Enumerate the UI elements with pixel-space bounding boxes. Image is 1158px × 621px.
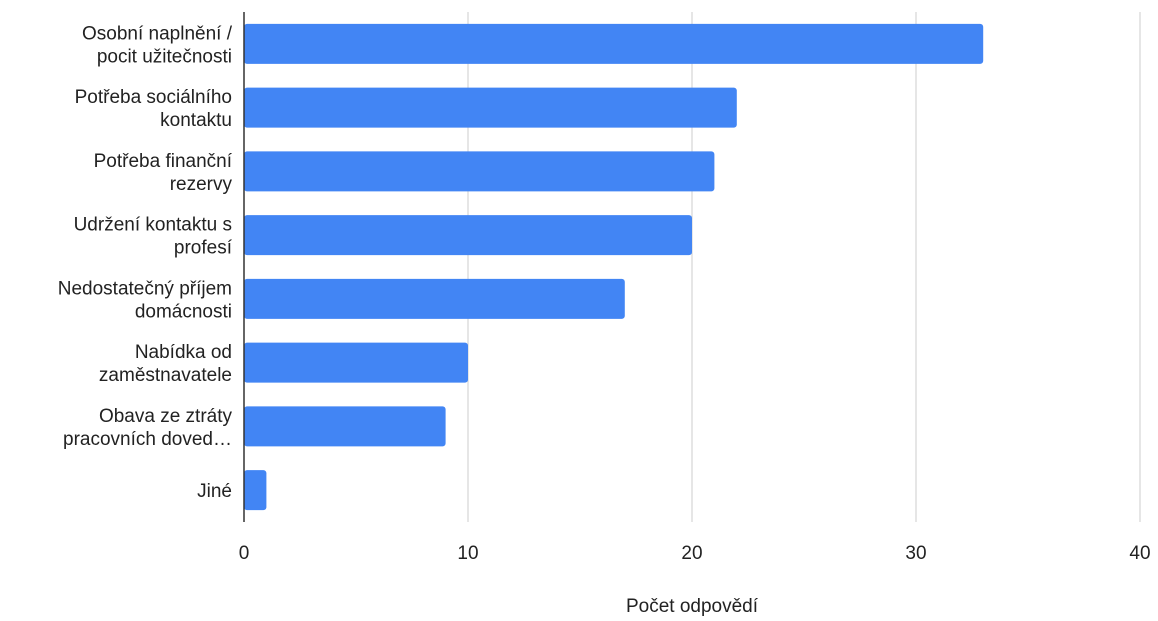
category-label-line: pocit užitečnosti	[97, 46, 232, 67]
bars	[244, 23, 984, 511]
category-label: Obava ze ztráty pracovních doved…	[63, 406, 232, 450]
category-label-line: Nedostatečný příjem	[58, 278, 232, 299]
category-label: Osobní naplnění / pocit užitečnosti	[82, 23, 233, 67]
bar	[244, 342, 468, 383]
category-label: Udržení kontaktu s profesí	[74, 215, 233, 259]
x-tick-labels: 0 10 20 30 40	[239, 543, 1151, 564]
bar	[244, 87, 737, 128]
x-axis-label: Počet odpovědí	[626, 596, 759, 617]
category-label-line: Potřeba finanční	[94, 151, 233, 172]
x-tick-label: 0	[239, 543, 250, 564]
category-label: Jiné	[197, 481, 232, 502]
category-label-line: kontaktu	[160, 110, 232, 131]
category-label: Potřeba finanční rezervy	[94, 151, 233, 195]
category-label-line: pracovních doved…	[63, 429, 232, 450]
category-label-line: zaměstnavatele	[99, 365, 232, 386]
category-label-line: rezervy	[170, 174, 233, 195]
bar	[244, 23, 984, 64]
x-tick-label: 20	[681, 543, 702, 564]
x-tick-label: 30	[905, 543, 926, 564]
x-tick-label: 40	[1129, 543, 1150, 564]
category-label: Nedostatečný příjem domácnosti	[58, 278, 232, 322]
category-label: Nabídka od zaměstnavatele	[99, 342, 232, 386]
category-label: Potřeba sociálního kontaktu	[75, 87, 232, 131]
bar	[244, 278, 625, 319]
category-label-line: profesí	[174, 238, 233, 259]
category-label-line: Obava ze ztráty	[99, 406, 233, 427]
bar	[244, 470, 267, 511]
category-label-line: Nabídka od	[135, 342, 232, 363]
bar	[244, 406, 446, 447]
bar	[244, 215, 692, 256]
category-labels: Osobní naplnění / pocit užitečnosti Potřeb…	[58, 23, 233, 502]
category-label-line: Potřeba sociálního	[75, 87, 232, 108]
category-label-line: Udržení kontaktu s	[74, 215, 232, 236]
bar	[244, 151, 715, 192]
category-label-line: Jiné	[197, 481, 232, 502]
category-label-line: Osobní naplnění /	[82, 23, 233, 44]
x-tick-label: 10	[457, 543, 478, 564]
category-label-line: domácnosti	[135, 301, 232, 322]
